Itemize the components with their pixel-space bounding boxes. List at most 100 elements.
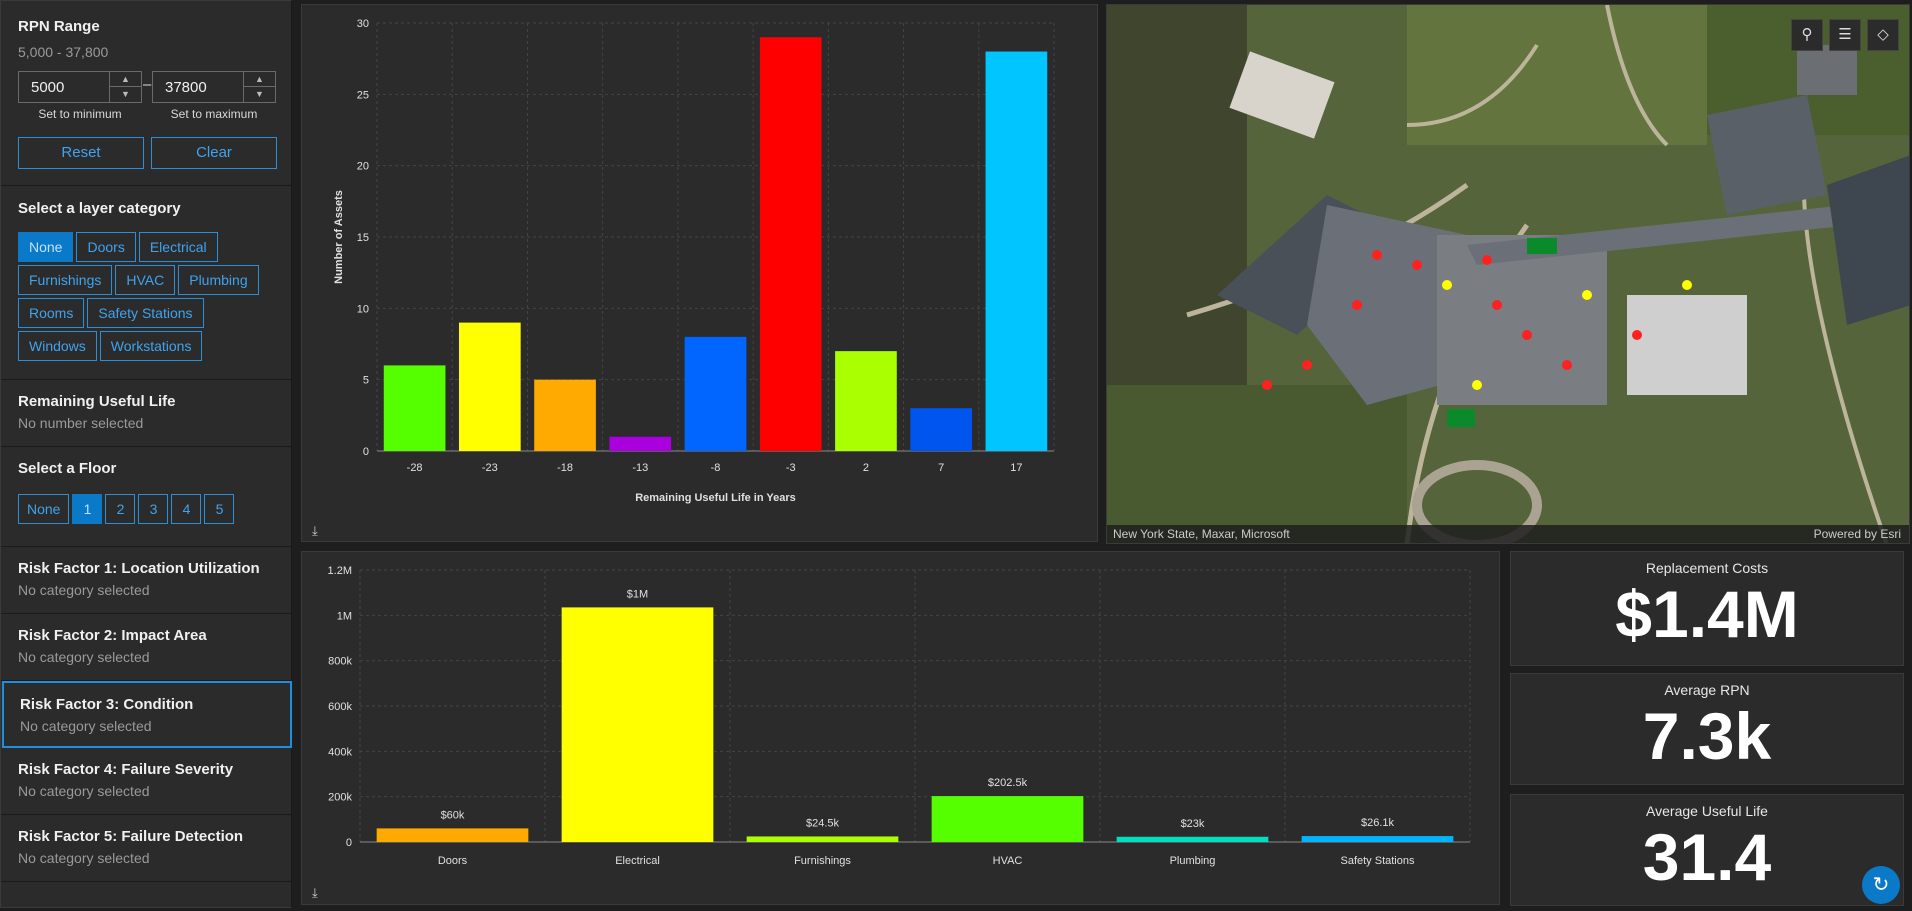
x-tick-label: -3 (786, 462, 796, 474)
bar-furnishings[interactable] (746, 836, 899, 842)
y-tick-label: 15 (357, 232, 369, 244)
stat-label: Replacement Costs (1645, 560, 1769, 576)
layer-chip-safety-stations[interactable]: Safety Stations (87, 298, 204, 328)
risk-factor-2-section[interactable]: Risk Factor 2: Impact Area No category se… (1, 614, 293, 681)
layer-chip-windows[interactable]: Windows (18, 331, 97, 361)
bar--23[interactable] (458, 322, 521, 451)
risk-factor-4-section[interactable]: Risk Factor 4: Failure Severity No catego… (1, 748, 293, 815)
replacement-cost-chart: 0 200k 400k 600k 800k 1M 1.2M $60k Doors $1M Elect… (328, 565, 1471, 867)
download-icon[interactable]: ⤓ (312, 885, 318, 900)
clear-button[interactable]: Clear (151, 137, 277, 169)
download-icon[interactable]: ⤓ (312, 523, 318, 538)
rpn-min-input[interactable] (19, 72, 107, 102)
floor-chip-2[interactable]: 2 (105, 494, 136, 524)
set-min-caption[interactable]: Set to minimum (38, 107, 122, 121)
y-tick-label: 600k (328, 701, 352, 713)
bar--13[interactable] (609, 436, 672, 451)
risk-factor-status: No category selected (20, 718, 152, 734)
legend-icon[interactable]: ☰ (1829, 19, 1861, 51)
y-tick-label: 400k (328, 746, 352, 758)
risk-factor-title: Risk Factor 1: Location Utilization (18, 560, 260, 577)
layer-chip-plumbing[interactable]: Plumbing (178, 265, 259, 295)
bar-doors[interactable] (376, 828, 529, 842)
y-tick-label: 0 (363, 446, 369, 458)
bar-2[interactable] (835, 351, 897, 451)
bar--18[interactable] (534, 379, 596, 451)
filter-sidebar: RPN Range 5,000 - 37,800 ▲▼ – ▲▼ Set to … (0, 0, 293, 908)
risk-factor-status: No category selected (18, 850, 150, 866)
replacement-cost-chart-panel: 0 200k 400k 600k 800k 1M 1.2M $60k Doors $1M Elect… (301, 551, 1500, 905)
map-attribution: New York State, Maxar, Microsoft Powered… (1107, 525, 1909, 543)
risk-factor-5-section[interactable]: Risk Factor 5: Failure Detection No categ… (1, 815, 293, 882)
layers-icon[interactable]: ◇ (1867, 19, 1899, 51)
risk-factor-title: Risk Factor 4: Failure Severity (18, 761, 234, 778)
x-tick-label: Doors (438, 855, 468, 867)
bar--28[interactable] (383, 365, 446, 451)
risk-factor-title: Risk Factor 5: Failure Detection (18, 828, 244, 845)
map-view[interactable]: ⚲ ☰ ◇ New York State, Maxar, Microsoft P… (1106, 4, 1910, 544)
x-tick-label: 2 (863, 462, 869, 474)
bar--8[interactable] (684, 336, 747, 451)
chevron-down-icon[interactable]: ▼ (255, 89, 264, 99)
set-max-caption[interactable]: Set to maximum (170, 107, 258, 121)
stat-label: Average RPN (1664, 682, 1750, 698)
risk-factor-status: No category selected (18, 582, 150, 598)
data-label: $26.1k (1361, 817, 1395, 829)
bar-plumbing[interactable] (1116, 836, 1269, 842)
powered-by-esri[interactable]: Powered by Esri (1813, 527, 1901, 541)
floor-chip-1[interactable]: 1 (72, 494, 103, 524)
layer-category-chips: None Doors Electrical Furnishings HVAC Plumbi… (18, 232, 280, 361)
rpn-max-stepper[interactable]: ▲ ▼ (243, 72, 275, 102)
layer-chip-none[interactable]: None (18, 232, 74, 262)
x-tick-label: Furnishings (794, 855, 851, 867)
layer-chip-workstations[interactable]: Workstations (99, 331, 203, 361)
bar-electrical[interactable] (561, 607, 714, 842)
data-label: $202.5k (988, 777, 1028, 789)
data-label: $23k (1181, 818, 1205, 830)
rpn-max-input[interactable] (153, 72, 241, 102)
data-label: $24.5k (806, 817, 840, 829)
bar-safety-stations[interactable] (1301, 836, 1454, 842)
layer-chip-hvac[interactable]: HVAC (115, 265, 176, 295)
rpn-range-section: RPN Range 5,000 - 37,800 ▲▼ – ▲▼ Set to … (1, 1, 293, 186)
remaining-life-section[interactable]: Remaining Useful Life No number selected (1, 380, 293, 447)
risk-factor-title: Risk Factor 3: Condition (20, 696, 194, 713)
floor-chip-4[interactable]: 4 (171, 494, 202, 524)
layer-category-section: Select a layer category None Doors Electri… (1, 186, 293, 380)
y-tick-label: 200k (328, 792, 352, 804)
chevron-down-icon[interactable]: ▼ (121, 89, 130, 99)
x-tick-label: 17 (1010, 462, 1022, 474)
bar-7[interactable] (910, 408, 973, 451)
risk-factor-1-section[interactable]: Risk Factor 1: Location Utilization No ca… (1, 547, 293, 614)
y-tick-label: 10 (357, 303, 369, 315)
floor-title: Select a Floor (18, 460, 117, 477)
floor-chip-3[interactable]: 3 (138, 494, 169, 524)
rpn-min-field[interactable]: ▲▼ (18, 71, 142, 103)
bar-17[interactable] (985, 51, 1048, 452)
risk-factor-3-section[interactable]: Risk Factor 3: Condition No category sele… (2, 681, 292, 748)
x-tick-label: 7 (938, 462, 944, 474)
chevron-up-icon[interactable]: ▲ (110, 72, 141, 87)
rpn-min-stepper[interactable]: ▲ ▼ (109, 72, 141, 102)
satellite-map[interactable] (1107, 5, 1910, 544)
stat-value: 7.3k (1642, 699, 1772, 773)
floor-chip-5[interactable]: 5 (204, 494, 235, 524)
risk-factor-status: No category selected (18, 649, 150, 665)
reset-button[interactable]: Reset (18, 137, 144, 169)
bar-hvac[interactable] (931, 796, 1084, 842)
x-tick-label: Electrical (615, 855, 660, 867)
rpn-max-field[interactable]: ▲▼ (152, 71, 276, 103)
bar--3[interactable] (759, 37, 822, 452)
replacement-costs-card: Replacement Costs $1.4M (1510, 551, 1904, 666)
x-tick-label: -28 (407, 462, 423, 474)
chevron-up-icon[interactable]: ▲ (244, 72, 275, 87)
layer-chip-electrical[interactable]: Electrical (138, 232, 218, 262)
y-tick-label: 1M (337, 610, 352, 622)
x-tick-label: -8 (711, 462, 721, 474)
layer-chip-furnishings[interactable]: Furnishings (18, 265, 113, 295)
floor-chip-none[interactable]: None (18, 494, 70, 524)
search-icon[interactable]: ⚲ (1791, 19, 1823, 51)
layer-chip-rooms[interactable]: Rooms (18, 298, 85, 328)
layer-chip-doors[interactable]: Doors (76, 232, 136, 262)
refresh-icon[interactable]: ↻ (1862, 866, 1900, 904)
